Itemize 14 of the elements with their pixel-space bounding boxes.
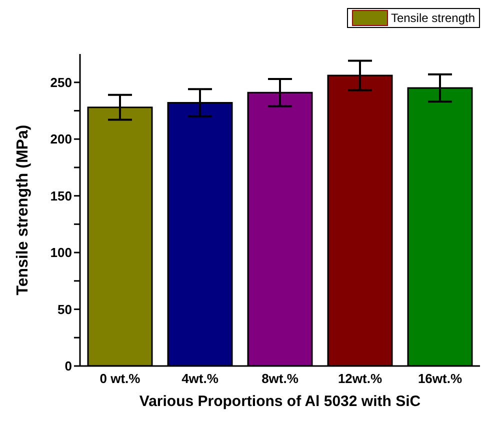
y-tick-label: 250 bbox=[50, 74, 72, 90]
x-tick-label: 16wt.% bbox=[418, 371, 462, 386]
y-axis-title: Tensile strength (MPa) bbox=[14, 124, 32, 296]
y-tick-label: 0 bbox=[64, 358, 72, 374]
y-tick-label: 50 bbox=[58, 302, 72, 317]
x-axis-title: Various Proportions of Al 5032 with SiC bbox=[139, 393, 421, 410]
y-tick-label: 150 bbox=[50, 188, 72, 204]
y-tick-label: 100 bbox=[50, 245, 72, 260]
y-tick-label: 200 bbox=[50, 132, 72, 147]
legend-label: Tensile strength bbox=[390, 10, 475, 26]
x-tick-label: 0 wt.% bbox=[100, 371, 141, 386]
x-tick-label: 4wt.% bbox=[182, 371, 219, 386]
x-tick-label: 8wt.% bbox=[262, 371, 299, 386]
x-tick-label: 12wt.% bbox=[338, 371, 382, 386]
